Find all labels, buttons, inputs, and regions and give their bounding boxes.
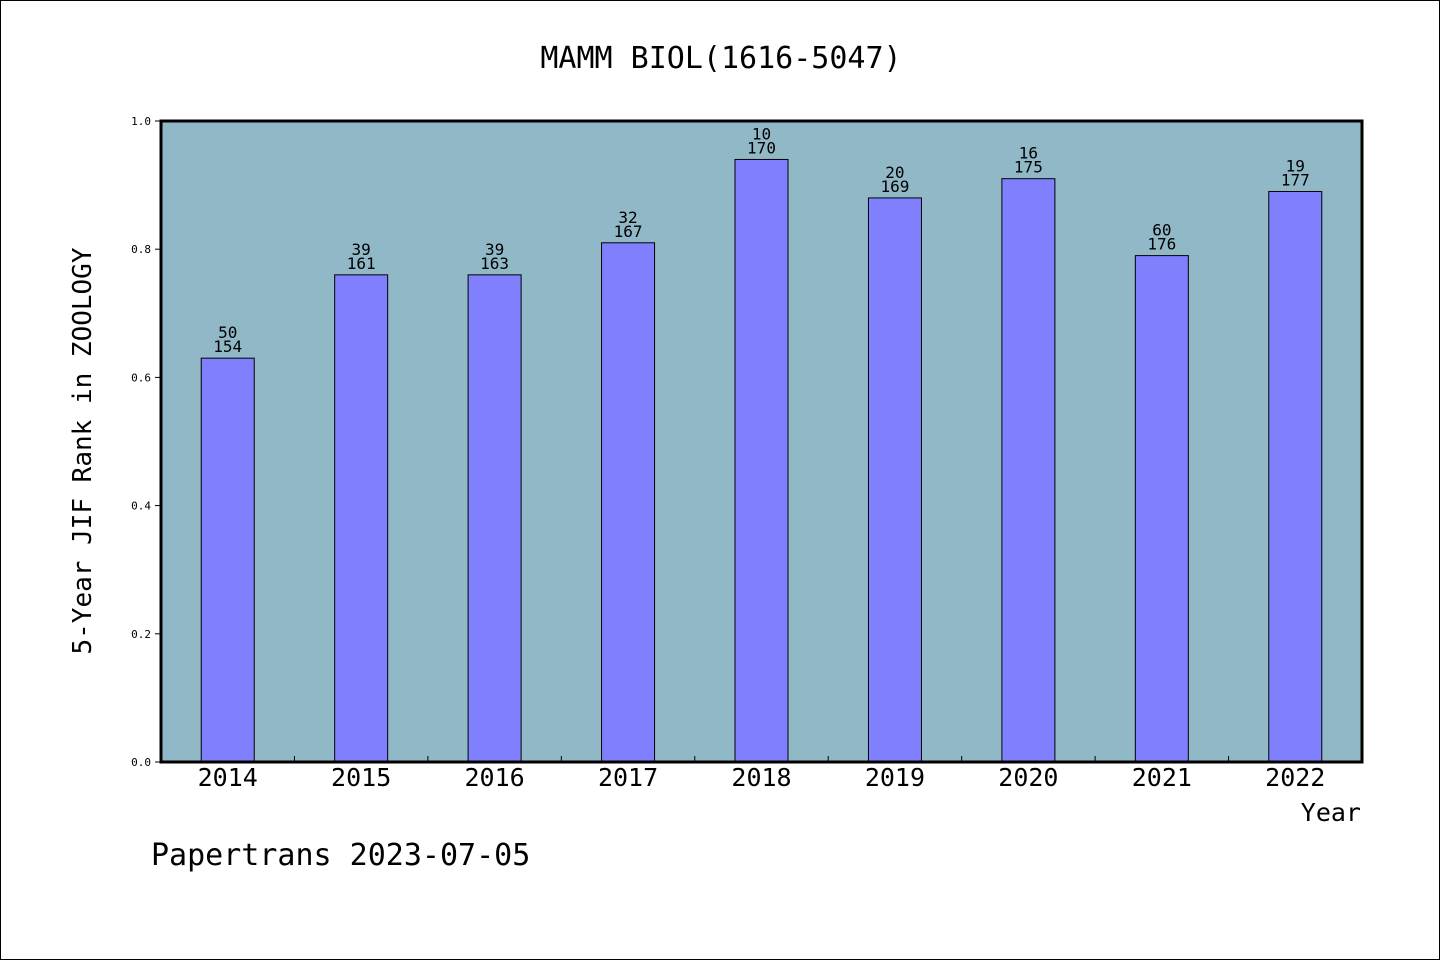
plot-frame — [159, 119, 1364, 764]
y-tick-label-1.0: 1.0 — [131, 115, 151, 128]
bar-total-label-2017: 167 — [614, 222, 643, 241]
bar-2019 — [867, 197, 922, 763]
x-tick-label-2022: 2022 — [1265, 763, 1325, 792]
bar-rank-label-2019: 20 — [885, 163, 904, 182]
y-tick-label-0.2: 0.2 — [131, 628, 151, 641]
bar-2018 — [734, 158, 789, 763]
y-tick-label-0.4: 0.4 — [131, 500, 151, 513]
y-axis-label: 5-Year JIF Rank in ZOOLOGY — [68, 247, 98, 654]
bar-2017 — [601, 242, 656, 763]
bar-total-label-2015: 161 — [347, 254, 376, 273]
bar-total-label-2020: 175 — [1014, 158, 1043, 177]
bar-rank-label-2016: 39 — [485, 240, 504, 259]
bar-2016 — [467, 274, 522, 763]
x-tick-label-2021: 2021 — [1132, 763, 1192, 792]
bar-rank-label-2018: 10 — [752, 124, 771, 143]
y-tick-label-0.0: 0.0 — [131, 756, 151, 769]
bar-2015 — [334, 274, 389, 763]
data-labels: 5015439161391633216710170201691617560176… — [213, 124, 1309, 356]
x-axis: 2014 2015 2016 2017 2018 2019 2020 2021 2022 — [198, 756, 1325, 792]
chart-title: MAMM BIOL(1616-5047) — [540, 41, 901, 76]
y-tick-label-0.6: 0.6 — [131, 371, 151, 384]
x-tick-label-2018: 2018 — [731, 763, 791, 792]
x-axis-label: Year — [1301, 798, 1361, 827]
bar-rank-label-2017: 32 — [618, 208, 637, 227]
bar-2020 — [1001, 178, 1056, 763]
x-tick-label-2017: 2017 — [598, 763, 658, 792]
x-tick-label-2014: 2014 — [198, 763, 258, 792]
bar-rank-label-2021: 60 — [1152, 221, 1171, 240]
x-tick-label-2019: 2019 — [865, 763, 925, 792]
bar-total-label-2018: 170 — [747, 138, 776, 157]
bar-total-label-2021: 176 — [1147, 235, 1176, 254]
y-axis: 0.0 0.2 0.4 0.6 0.8 1.0 — [131, 115, 161, 769]
bar-rank-label-2022: 19 — [1286, 157, 1305, 176]
x-tick-label-2015: 2015 — [331, 763, 391, 792]
x-tick-label-2016: 2016 — [465, 763, 525, 792]
bar-rank-label-2014: 50 — [218, 323, 237, 342]
x-tick-label-2020: 2020 — [998, 763, 1058, 792]
footer-watermark: Papertrans 2023-07-05 — [151, 838, 530, 873]
bar-total-label-2022: 177 — [1281, 171, 1310, 190]
y-tick-label-0.8: 0.8 — [131, 243, 151, 256]
bar-series — [200, 158, 1323, 763]
bar-rank-label-2015: 39 — [352, 240, 371, 259]
bar-2014 — [200, 357, 255, 763]
bar-total-label-2019: 169 — [880, 177, 909, 196]
bar-total-label-2016: 163 — [480, 254, 509, 273]
bar-2021 — [1134, 255, 1189, 763]
bar-rank-label-2020: 16 — [1019, 144, 1038, 163]
bar-2022 — [1268, 191, 1323, 763]
bar-total-label-2014: 154 — [213, 337, 242, 356]
